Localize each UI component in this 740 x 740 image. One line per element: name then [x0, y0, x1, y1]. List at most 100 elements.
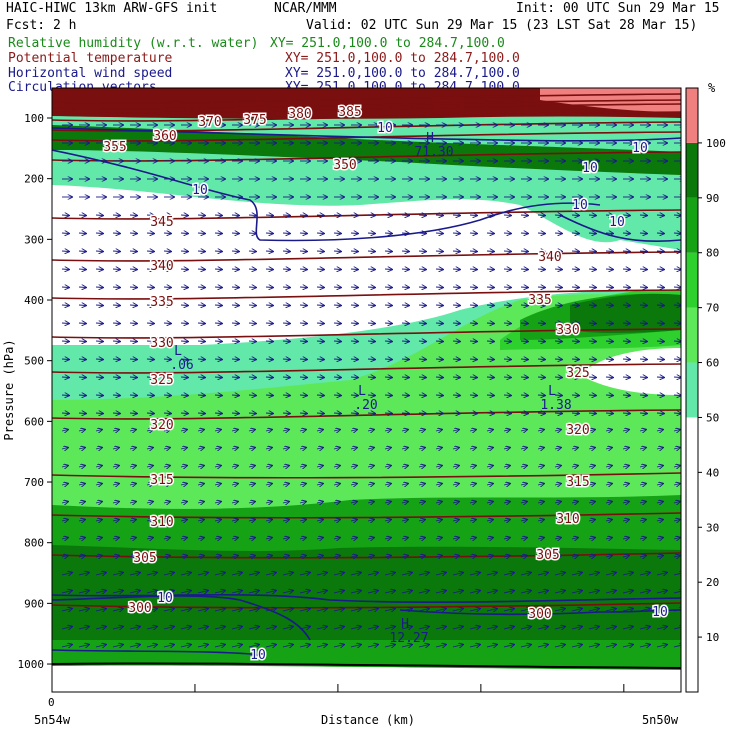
wind-vector: [554, 269, 562, 270]
wind-vector: [384, 645, 395, 648]
wind-vector: [418, 377, 426, 378]
wind-vector: [401, 287, 409, 288]
wind-vector: [401, 573, 412, 576]
wind-vector: [282, 520, 289, 522]
wind-vector: [95, 556, 102, 558]
wind-vector: [197, 520, 204, 522]
wind-vector: [639, 269, 647, 270]
wind-vector: [605, 323, 613, 324]
wind-vector: [197, 556, 204, 558]
wind-vector: [571, 520, 578, 522]
wind-vector: [622, 520, 629, 522]
wind-vector: [61, 359, 69, 360]
wind-vector: [95, 573, 106, 576]
wind-vector: [537, 520, 544, 522]
wind-vector: [639, 305, 647, 306]
wind-vector: [78, 287, 86, 288]
y-tick-label: 1000: [18, 658, 45, 671]
theta-contour-label: 380: [288, 107, 311, 122]
wind-vector: [486, 269, 494, 270]
wind-vector: [367, 556, 374, 558]
wind-vector: [384, 520, 391, 522]
wind-vector: [350, 251, 358, 252]
wind-vector: [282, 448, 289, 450]
wind-vector: [486, 413, 494, 414]
wind-contour-label: 10: [609, 215, 625, 230]
wind-vector: [282, 305, 290, 306]
rh-band-90-upper: [570, 293, 681, 334]
wind-vector: [350, 645, 361, 648]
wind-vector: [333, 341, 341, 342]
wind-vector: [418, 359, 426, 360]
wind-vector: [605, 502, 612, 504]
wind-vector: [503, 448, 510, 450]
wind-vector: [231, 395, 239, 396]
wind-vector: [129, 323, 137, 324]
wind-vector: [554, 502, 561, 504]
wind-vector: [333, 287, 341, 288]
wind-vector: [656, 251, 664, 252]
contour-labels: 385 380 375 370 360 355 350 345 340 335 330 325 320 3…: [102, 104, 670, 665]
wind-vector: [61, 573, 72, 576]
wind-vector: [61, 233, 69, 234]
wind-vector: [554, 466, 561, 468]
wind-vector: [452, 233, 460, 234]
wind-vector: [146, 538, 153, 540]
wind-vector: [367, 502, 374, 504]
theta-contour: [52, 121, 681, 132]
wind-vector: [384, 466, 391, 468]
colorbar: 10 20 30 40 50 60 70 80 90 100: [685, 87, 726, 693]
wind-vector: [316, 627, 327, 630]
wind-vector: [469, 395, 477, 396]
wind-vector: [163, 233, 171, 234]
wind-vector: [367, 269, 375, 270]
wind-vector: [656, 305, 664, 306]
wind-vector: [554, 430, 561, 432]
wind-vector: [520, 645, 531, 648]
wind-vector: [605, 341, 613, 342]
wind-vector: [503, 430, 510, 432]
wind-vector: [673, 233, 681, 234]
wind-vector: [231, 591, 242, 594]
wind-vector: [554, 323, 562, 324]
wind-vector: [350, 430, 357, 432]
wind-vector: [469, 359, 477, 360]
wind-vector: [469, 538, 476, 540]
wind-vector: [639, 556, 646, 558]
wind-vector: [520, 395, 528, 396]
wind-vector: [180, 215, 188, 216]
wind-vector: [384, 573, 395, 576]
wind-vector: [78, 520, 85, 522]
wind-vector: [299, 591, 310, 594]
wind-vector: [571, 269, 579, 270]
wind-vector: [78, 377, 86, 378]
wind-vector: [316, 287, 324, 288]
theta-contour-label: 375: [243, 113, 266, 128]
wind-vector: [673, 269, 681, 270]
wind-vector: [673, 627, 681, 630]
wind-vector: [401, 520, 408, 522]
wind-vector: [469, 627, 480, 630]
wind-vector: [282, 609, 293, 612]
wind-vector: [180, 609, 191, 612]
wind-vector: [95, 645, 106, 648]
wind-vector: [639, 287, 647, 288]
wind-vector: [418, 413, 426, 414]
wind-vector: [384, 484, 391, 486]
wind-vector: [605, 573, 616, 576]
wind-vector: [248, 215, 256, 216]
wind-vector: [435, 484, 442, 486]
wind-vector: [486, 215, 494, 216]
wind-vector: [605, 395, 613, 396]
wind-vector: [248, 269, 256, 270]
wind-vector: [282, 323, 290, 324]
wind-vector: [163, 502, 170, 504]
wind-vector: [554, 215, 562, 216]
wind-vector: [129, 502, 136, 504]
wind-vector: [673, 395, 681, 396]
wind-vector: [673, 466, 680, 468]
wind-vector: [316, 502, 323, 504]
wind-vector: [503, 573, 514, 576]
wind-vector: [503, 502, 510, 504]
